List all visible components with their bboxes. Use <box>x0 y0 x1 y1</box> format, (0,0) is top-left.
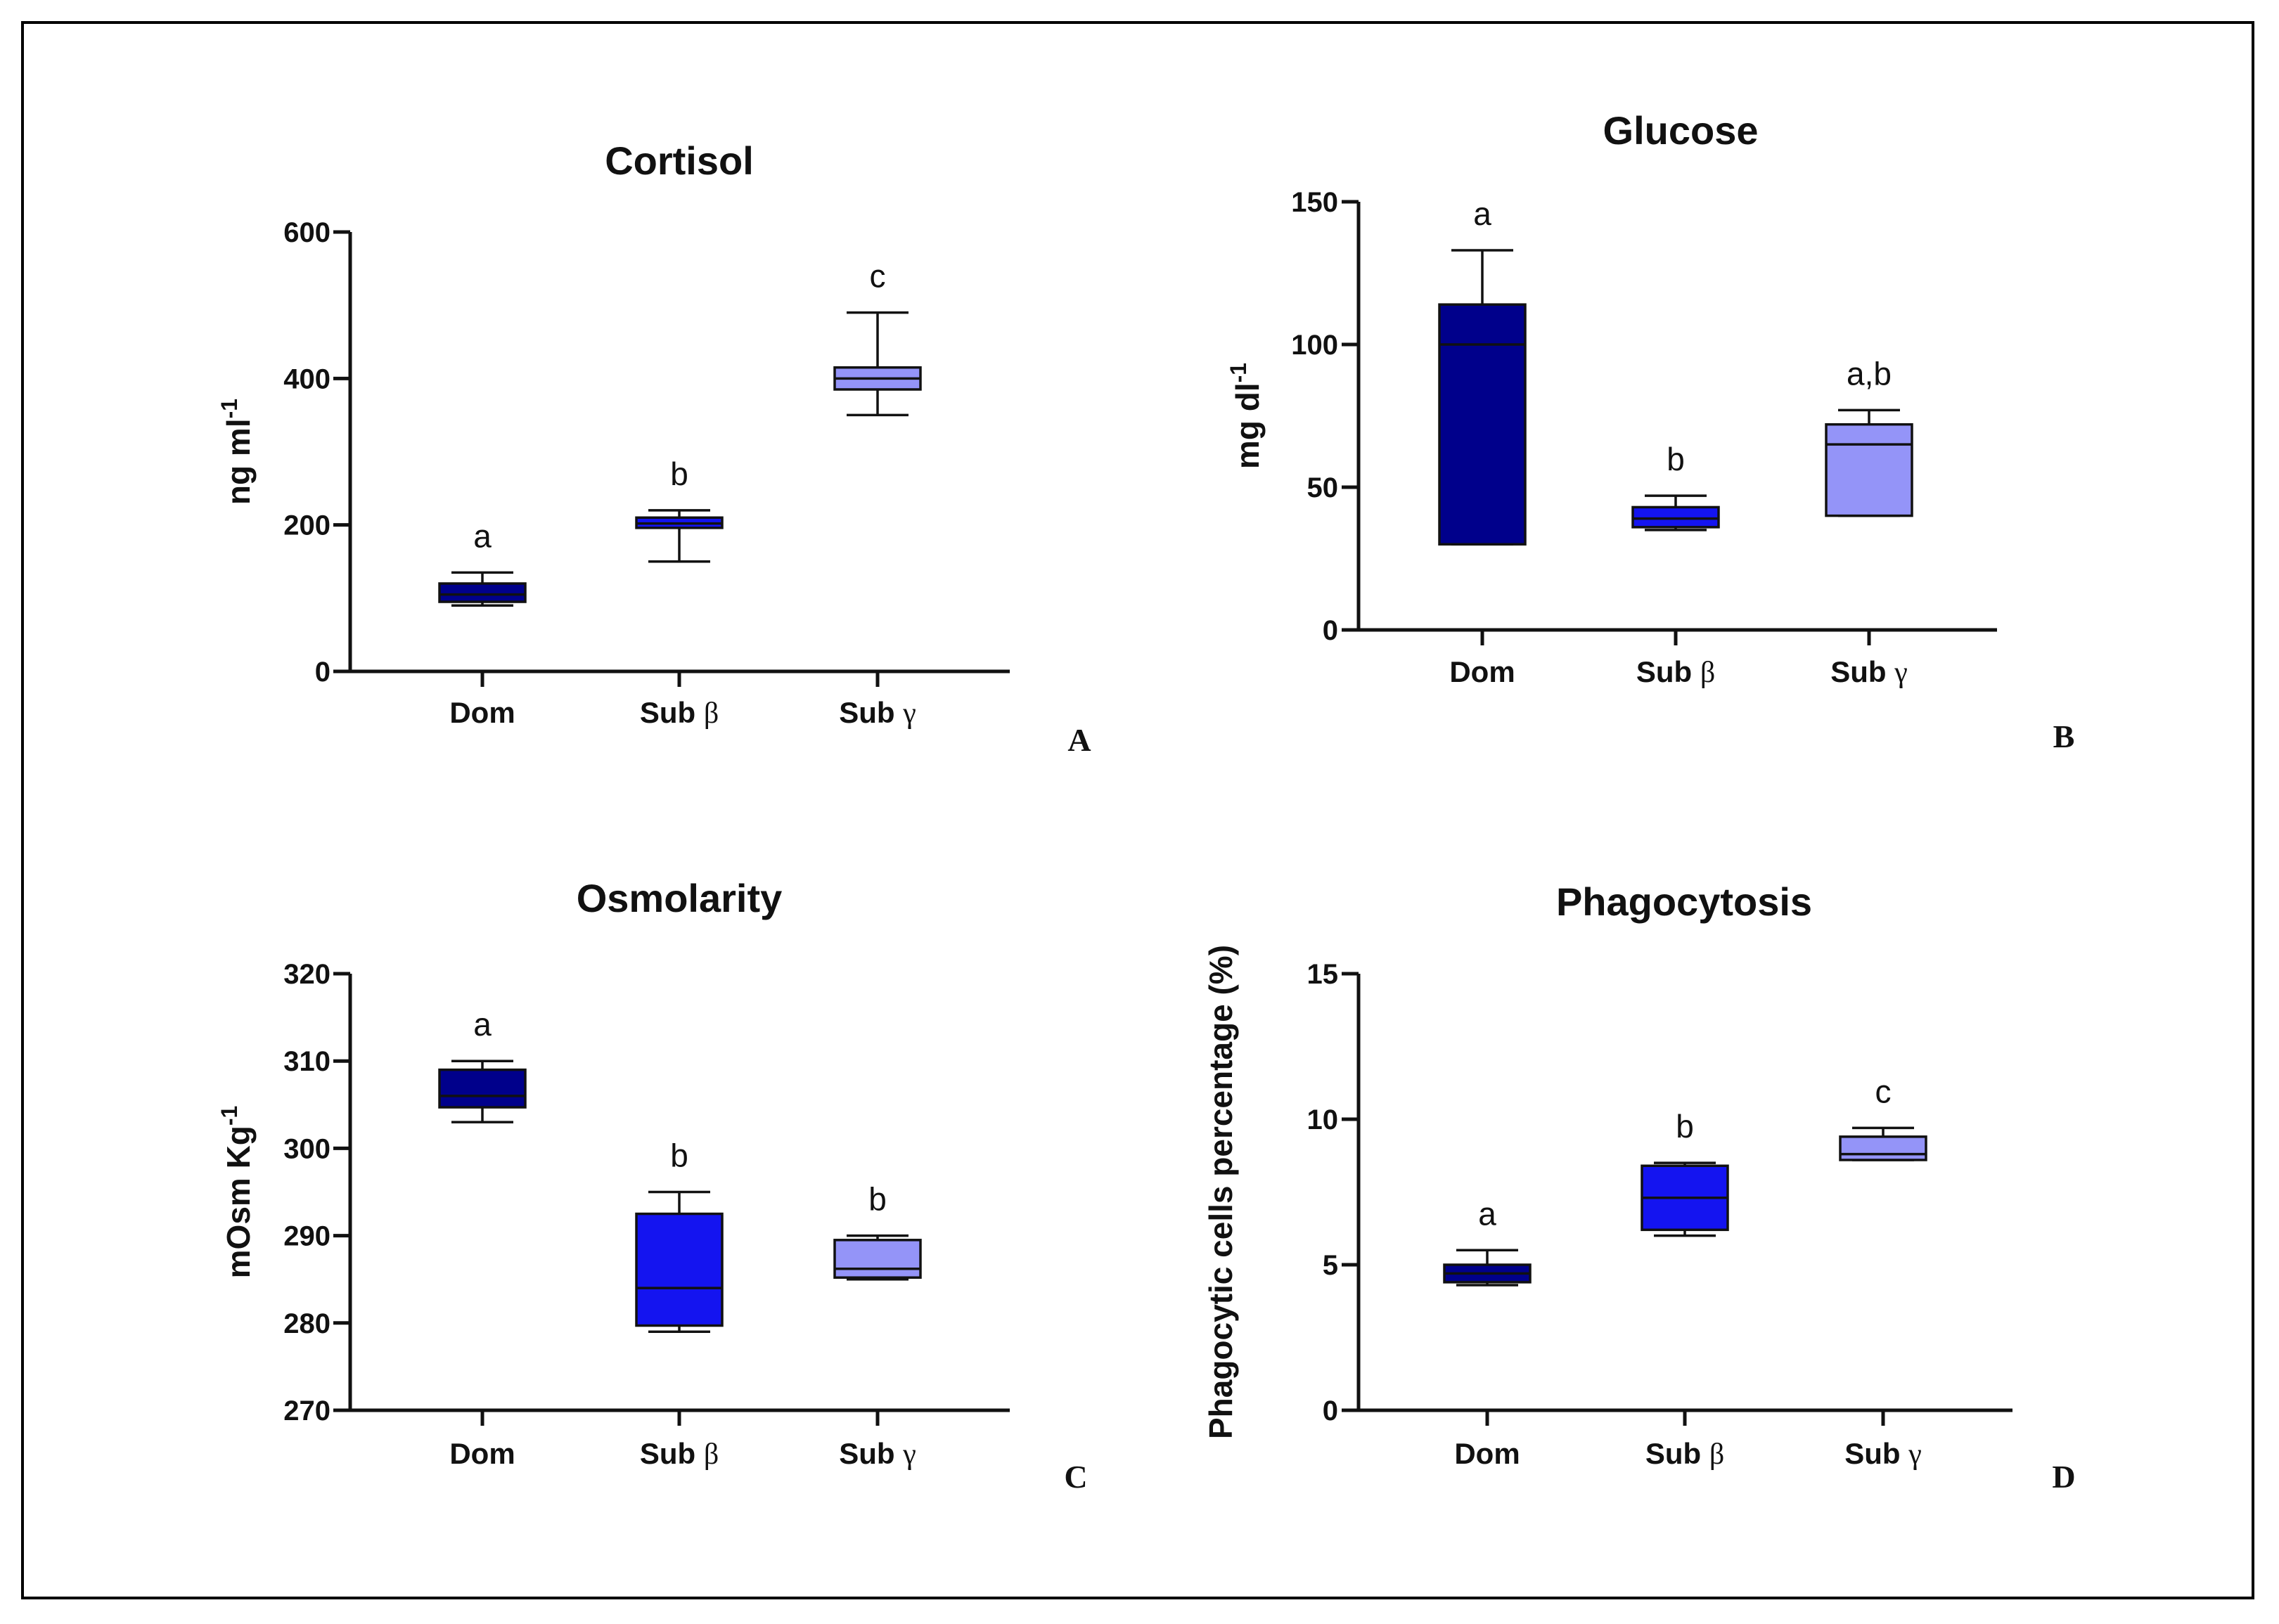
significance-letter: a,b <box>1847 355 1892 392</box>
y-axis-label: mg dl-1 <box>1226 363 1266 469</box>
significance-letter: a <box>1478 1195 1496 1232</box>
y-tick-label: 400 <box>283 363 330 394</box>
y-tick-label: 280 <box>283 1308 330 1339</box>
box-sub-gamma <box>1839 1135 1927 1161</box>
y-axis-label: mOsm Kg-1 <box>217 1106 257 1279</box>
chart-panel-a: Cortisol 0 200 400 600 ng ml-1 Dom a Sub β b Sub γ… <box>217 138 1091 758</box>
category-label: Sub β <box>640 1437 719 1471</box>
y-axis-label: Phagocytic cells percentage (%) <box>1202 945 1239 1439</box>
category-label: Sub β <box>1645 1437 1724 1471</box>
category-label: Sub β <box>1636 655 1715 689</box>
category-label: Dom <box>1454 1437 1520 1470</box>
y-tick-label: 320 <box>283 959 330 990</box>
y-tick-label: 15 <box>1307 959 1339 990</box>
category-label: Sub γ <box>1830 655 1908 689</box>
y-tick-label: 150 <box>1291 187 1338 218</box>
significance-letter: b <box>1676 1108 1694 1145</box>
y-tick-label: 5 <box>1323 1250 1338 1281</box>
panel-letter: D <box>2052 1459 2075 1495</box>
y-axis-label: ng ml-1 <box>217 399 257 505</box>
y-tick-label: 50 <box>1307 472 1339 503</box>
category-label: Sub γ <box>1844 1437 1922 1471</box>
y-tick-label: 0 <box>1323 1396 1338 1426</box>
box-dom <box>1438 303 1527 546</box>
figure-frame <box>21 21 2254 1599</box>
category-label: Sub γ <box>839 1437 916 1471</box>
box-dom <box>438 582 527 603</box>
significance-letter: a <box>1473 195 1491 232</box>
chart-title: Osmolarity <box>577 876 783 920</box>
chart-title: Phagocytosis <box>1556 879 1812 924</box>
y-tick-label: 100 <box>1291 330 1338 361</box>
box-sub-beta <box>635 1212 724 1327</box>
box-dom <box>438 1068 527 1109</box>
chart-panel-b: Glucose 0 50 100 150 mg dl-1 Dom a Sub β b Sub γ a,… <box>1226 108 2074 754</box>
chart-title: Glucose <box>1603 108 1759 153</box>
significance-letter: b <box>868 1181 887 1218</box>
y-tick-label: 0 <box>1323 615 1338 646</box>
chart-panel-d: Phagocytosis 0 5 10 15 Phagocytic cells perce… <box>1202 879 2076 1495</box>
box-sub-gamma <box>1825 423 1913 517</box>
category-label: Sub β <box>640 696 719 730</box>
chart-title: Cortisol <box>605 138 754 183</box>
category-label: Dom <box>449 1437 515 1470</box>
box-sub-gamma <box>833 1239 922 1279</box>
panel-letter: B <box>2053 718 2075 754</box>
significance-letter: b <box>670 456 688 492</box>
category-label: Sub γ <box>839 696 916 730</box>
y-tick-label: 0 <box>315 657 330 688</box>
significance-letter: a <box>473 517 492 554</box>
significance-letter: b <box>1667 441 1685 477</box>
significance-letter: c <box>870 258 886 295</box>
y-tick-label: 10 <box>1307 1104 1339 1135</box>
y-tick-label: 600 <box>283 217 330 248</box>
significance-letter: c <box>1875 1073 1892 1109</box>
significance-letter: b <box>670 1138 688 1174</box>
category-label: Dom <box>449 696 515 729</box>
box-sub-beta <box>1631 505 1720 529</box>
y-tick-label: 300 <box>283 1133 330 1164</box>
panel-letter: C <box>1064 1459 1087 1495</box>
chart-panel-c: Osmolarity 270 280 290 300 310 320 mOsm Kg-1 Dom… <box>217 876 1088 1495</box>
y-tick-label: 200 <box>283 510 330 541</box>
panel-letter: A <box>1067 722 1091 758</box>
y-tick-label: 310 <box>283 1046 330 1077</box>
significance-letter: a <box>473 1006 492 1043</box>
y-tick-label: 270 <box>283 1396 330 1426</box>
y-tick-label: 290 <box>283 1221 330 1252</box>
category-label: Dom <box>1449 655 1515 688</box>
